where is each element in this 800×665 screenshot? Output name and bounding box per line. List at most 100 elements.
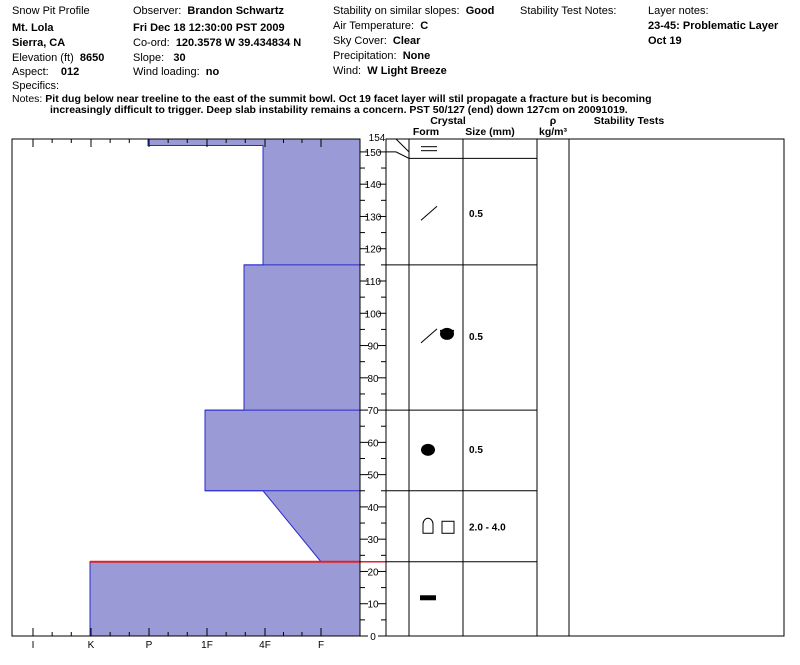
rounded-grain-symbol <box>421 443 435 456</box>
crystal-layer <box>420 595 436 601</box>
chart-frames <box>11 138 785 637</box>
y-tick-label: 80 <box>367 374 379 385</box>
y-tick-label: 130 <box>365 212 382 223</box>
y-tick-label: 110 <box>365 277 381 288</box>
density-unit: kg/m³ <box>539 126 568 138</box>
crystal-layer: 0.5 <box>421 443 483 456</box>
x-tick-label: 4F <box>259 640 271 651</box>
y-tick-label: 70 <box>367 406 379 417</box>
notes-text-1: Pit dug below near treeline to the east … <box>45 93 652 105</box>
x-tick-label: K <box>88 640 95 651</box>
grain-size-label: 0.5 <box>469 445 483 456</box>
ice-layer-symbol <box>420 595 436 601</box>
elevation-label: Elevation (ft) <box>12 52 74 64</box>
wind-label: Wind: <box>333 65 362 77</box>
air-temp-row: Air Temperature: C <box>333 20 428 33</box>
sky-label: Sky Cover: <box>333 35 387 47</box>
column-headers: Crystal Form Size (mm) ρ kg/m³ Stability… <box>413 115 664 138</box>
elevation-value: 8650 <box>79 52 105 64</box>
aspect-value: 012 <box>60 66 80 78</box>
layer-note-1: 23-45: Problematic Layer <box>648 20 779 32</box>
pit-datetime: Fri Dec 18 12:30:00 PST 2009 <box>133 22 285 34</box>
y-tick-label: 50 <box>367 471 379 482</box>
x-tick-label: P <box>146 640 153 651</box>
layer-note-2: Oct 19 <box>648 35 682 47</box>
y-tick-label: 90 <box>367 342 379 353</box>
observer-value: Brandon Schwartz <box>187 5 284 17</box>
hardness-frame <box>11 138 361 637</box>
hardness-profile <box>89 138 386 637</box>
coord-row: Co-ord: 120.3578 W 39.434834 N <box>133 37 301 50</box>
stability-row: Stability on similar slopes: Good <box>333 5 494 18</box>
air-temp-label: Air Temperature: <box>333 20 415 32</box>
aspect-label: Aspect: <box>12 66 49 78</box>
elevation-row: Elevation (ft) 8650 <box>12 52 104 65</box>
form-header: Form <box>413 126 439 138</box>
crystal-frame <box>385 138 785 637</box>
slope-row: Slope: 30 <box>133 52 186 65</box>
y-tick-label: 30 <box>367 535 379 546</box>
notes-label: Notes: <box>12 93 43 105</box>
wind-value: W Light Breeze <box>367 65 447 77</box>
precip-row: Precipitation: None <box>333 50 430 63</box>
grain-size-label: 2.0 - 4.0 <box>469 522 506 533</box>
crystal-column: 0.5 0.5 0.5 2.0 - 4.0 <box>420 146 506 601</box>
location: Mt. Lola <box>12 22 54 34</box>
layer-notes-label: Layer notes: <box>648 5 709 17</box>
slope-label: Slope: <box>133 52 165 64</box>
y-tick-label: 10 <box>367 600 379 611</box>
y-tick-label: 154 <box>369 133 386 144</box>
crystal-layer: 0.5 <box>420 205 483 221</box>
observer-label: Observer: <box>133 5 182 17</box>
y-tick-label: 150 <box>365 148 382 159</box>
coord-label: Co-ord: <box>133 37 170 49</box>
stability-label: Stability on similar slopes: <box>333 5 460 17</box>
size-header: Size (mm) <box>465 126 515 138</box>
crystal-layer: 2.0 - 4.0 <box>422 517 506 534</box>
crystal-header: Crystal <box>430 115 466 127</box>
sky-value: Clear <box>392 35 421 47</box>
crystal-layer <box>421 146 437 152</box>
pit-profile-title: Snow Pit Profile <box>12 5 90 17</box>
wind-loading-label: Wind loading: <box>133 66 200 78</box>
air-temp-value: C <box>420 20 429 32</box>
notes-block: Notes: Pit dug below near treeline to th… <box>12 94 652 116</box>
sky-row: Sky Cover: Clear <box>333 35 420 48</box>
notes-text-2: increasingly difficult to trigger. Deep … <box>50 104 628 116</box>
x-tick-label: I <box>32 640 35 651</box>
height-axis: 0 10 20 30 40 50 60 70 80 90 100 110 120 130 140 150 154 <box>360 133 386 643</box>
aspect-row: Aspect: 012 <box>12 66 79 79</box>
observer-row: Observer: Brandon Schwartz <box>133 5 284 18</box>
region: Sierra, CA <box>12 37 66 49</box>
y-tick-label: 0 <box>370 632 376 643</box>
grain-size-label: 0.5 <box>469 332 483 343</box>
x-tick-label: 1F <box>201 640 213 651</box>
layer-boundary <box>386 151 537 159</box>
specifics-label: Specifics: <box>12 80 60 92</box>
coord-value: 120.3578 W 39.434834 N <box>175 37 302 49</box>
y-tick-label: 40 <box>367 503 379 514</box>
y-tick-label: 60 <box>367 438 379 449</box>
slope-value: 30 <box>173 52 186 64</box>
rounded-grain-symbol <box>440 327 454 340</box>
x-tick-label: F <box>318 640 324 651</box>
y-tick-label: 140 <box>365 180 382 191</box>
layer-boundary <box>386 138 410 153</box>
y-tick-label: 120 <box>365 245 382 256</box>
wind-row: Wind: W Light Breeze <box>333 65 447 78</box>
precip-label: Precipitation: <box>333 50 397 62</box>
y-tick-label: 100 <box>365 309 382 320</box>
crystal-layer: 0.5 <box>420 327 483 344</box>
faceted-symbol <box>441 520 455 534</box>
notes-line-1: Notes: Pit dug below near treeline to th… <box>12 94 652 105</box>
hardness-axis: I K P 1F 4F F <box>32 139 324 651</box>
decomposing-symbol <box>420 328 438 344</box>
precip-value: None <box>402 50 431 62</box>
wind-loading-value: no <box>205 66 220 78</box>
y-tick-label: 20 <box>367 567 379 578</box>
depth-hoar-symbol <box>422 517 434 534</box>
decomposing-symbol <box>420 205 438 221</box>
wind-loading-row: Wind loading: no <box>133 66 219 79</box>
stability-value: Good <box>465 5 495 17</box>
